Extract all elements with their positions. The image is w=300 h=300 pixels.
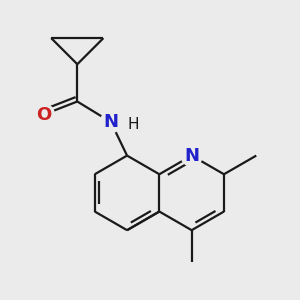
Text: N: N	[184, 147, 199, 165]
Circle shape	[100, 111, 122, 133]
Text: H: H	[128, 118, 139, 133]
Text: O: O	[36, 106, 51, 124]
Circle shape	[181, 145, 202, 166]
Circle shape	[33, 104, 54, 125]
Text: N: N	[103, 113, 118, 131]
